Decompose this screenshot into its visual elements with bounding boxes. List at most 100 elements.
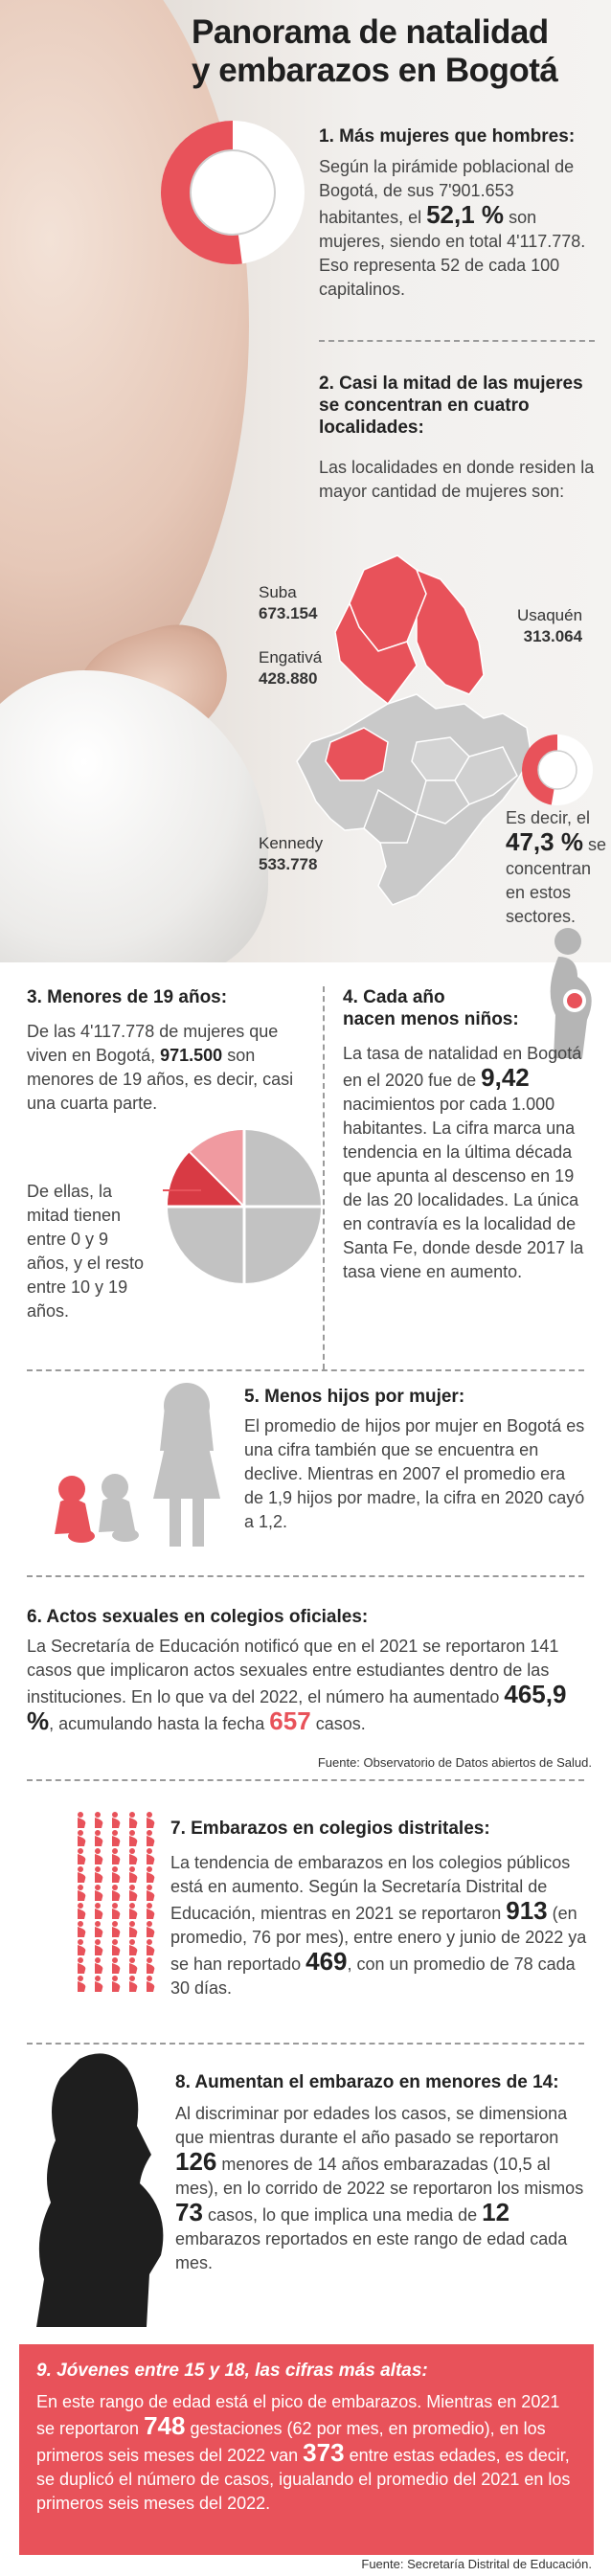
s7-title: 7. Embarazos en colegios distritales: — [170, 1819, 490, 1839]
pregnant-figure-icon — [147, 1957, 155, 1974]
pregnant-figure-icon — [147, 1848, 155, 1864]
pregnant-figure-icon — [147, 1939, 155, 1955]
pregnant-figure-icon — [78, 1976, 86, 1992]
locality-usaquen: Usaquén 313.064 — [517, 606, 583, 645]
pregnant-figure-icon — [147, 1885, 155, 1901]
s7-highlight-1: 913 — [506, 1896, 548, 1925]
pregnant-figure-icon — [112, 1812, 121, 1828]
divider — [27, 1369, 584, 1371]
s4-title: 4. Cada año nacen menos niños: — [343, 987, 519, 1029]
pregnant-figure-icon — [78, 1957, 86, 1974]
pregnant-figure-icon — [112, 1957, 121, 1974]
s2-title: 2. Casi la mitad de las mujeres se conce… — [319, 373, 583, 438]
divider — [27, 1575, 584, 1577]
pregnant-figure-icon — [95, 1848, 103, 1864]
s3-text: De las 4'117.778 de mujeres que viven en… — [27, 1022, 294, 1113]
pregnant-figure-icon — [78, 1885, 86, 1901]
pregnant-figure-icon — [95, 1921, 103, 1937]
s1-highlight: 52,1 % — [426, 200, 505, 229]
s6-source: Fuente: Observatorio de Datos abiertos d… — [317, 1755, 592, 1770]
pregnant-figure-icon — [129, 1921, 138, 1937]
pregnant-figure-icon — [78, 1812, 86, 1828]
divider — [27, 1779, 584, 1781]
s8-highlight-1: 126 — [175, 2147, 217, 2176]
s7-text: La tendencia de embarazos en los colegio… — [170, 1853, 587, 1998]
pregnant-figure-icon — [112, 1939, 121, 1955]
map-locality — [363, 788, 418, 844]
divider — [319, 340, 595, 342]
pregnant-figure-icon — [112, 1921, 121, 1937]
s8-highlight-2: 73 — [175, 2198, 203, 2226]
s4-text: La tasa de natalidad en Bogotá en el 202… — [343, 1044, 584, 1281]
pregnant-figure-icon — [95, 1885, 103, 1901]
pregnant-figure-icon — [147, 1830, 155, 1846]
women-pie-chart — [161, 121, 305, 264]
locality-suba: Suba 673.154 — [259, 583, 318, 622]
map-engativa — [334, 601, 418, 706]
s3-highlight: 971.500 — [160, 1046, 223, 1065]
s9-title: 9. Jóvenes entre 15 y 18, las cifras más… — [36, 2361, 428, 2381]
s5-title: 5. Menos hijos por mujer: — [244, 1387, 465, 1407]
pregnant-figure-icon — [112, 1976, 121, 1992]
s1-title: 1. Más mujeres que hombres: — [319, 126, 576, 147]
s2-summary: Es decir, el 47,3 % se concentran en est… — [506, 808, 606, 926]
locality-engativa: Engativá 428.880 — [259, 648, 323, 688]
divider-vertical — [323, 986, 325, 1369]
s6-highlight-1: 465,9 % — [27, 1680, 567, 1735]
s4-highlight: 9,42 — [481, 1063, 530, 1092]
pregnant-figure-icon — [78, 1903, 86, 1919]
s3-title: 3. Menores de 19 años: — [27, 987, 228, 1007]
pregnant-figure-icon — [112, 1848, 121, 1864]
pregnant-figure-icon — [129, 1957, 138, 1974]
pregnant-figure-icon — [129, 1812, 138, 1828]
pregnant-figure-icon — [129, 1848, 138, 1864]
pregnant-figures-grid-icon — [78, 1812, 155, 1992]
pregnant-figure-icon — [147, 1921, 155, 1937]
pregnant-figure-icon — [112, 1903, 121, 1919]
s8-highlight-3: 12 — [482, 2198, 510, 2226]
pregnant-figure-icon — [95, 1903, 103, 1919]
s9-highlight-1: 748 — [144, 2411, 186, 2440]
pregnant-figure-icon — [129, 1976, 138, 1992]
pregnant-woman-icon — [550, 928, 592, 1058]
pregnant-figure-icon — [95, 1976, 103, 1992]
children-icon — [55, 1383, 220, 1547]
pregnant-figure-icon — [78, 1866, 86, 1883]
pregnant-figure-icon — [147, 1976, 155, 1992]
s2-intro: Las localidades en donde residen la mayo… — [319, 458, 595, 501]
minors-quarter-chart — [163, 1130, 321, 1283]
s6-title: 6. Actos sexuales en colegios oficiales: — [27, 1607, 369, 1627]
s8-text: Al discriminar por edades los casos, se … — [175, 2104, 584, 2272]
pregnant-figure-icon — [95, 1957, 103, 1974]
map-kennedy — [325, 727, 389, 781]
s2-highlight: 47,3 % — [506, 827, 583, 856]
pregnant-figure-icon — [129, 1830, 138, 1846]
map-usaquen — [415, 568, 485, 695]
localities-pie-chart — [522, 734, 593, 805]
pregnant-figure-icon — [78, 1830, 86, 1846]
pregnant-figure-icon — [147, 1866, 155, 1883]
map-locality — [454, 746, 518, 805]
pregnant-figure-icon — [129, 1939, 138, 1955]
footer-source: Fuente: Secretaría Distrital de Educació… — [361, 2557, 592, 2571]
pregnant-figure-icon — [129, 1903, 138, 1919]
s7-highlight-2: 469 — [306, 1947, 348, 1976]
locality-kennedy: Kennedy 533.778 — [259, 834, 324, 873]
s9-text: En este rango de edad está el pico de em… — [36, 2392, 571, 2513]
pregnant-figure-icon — [78, 1939, 86, 1955]
map-other-localities — [296, 693, 532, 906]
pregnant-figure-icon — [78, 1921, 86, 1937]
pregnant-figure-icon — [95, 1830, 103, 1846]
pregnant-figure-icon — [129, 1885, 138, 1901]
shirt-image — [0, 670, 268, 962]
s6-text: La Secretaría de Educación notificó que … — [27, 1637, 567, 1735]
bogota-map — [296, 554, 532, 906]
s9-highlight-2: 373 — [303, 2438, 345, 2467]
s5-text: El promedio de hijos por mujer en Bogotá… — [244, 1416, 585, 1531]
pregnant-teen-silhouette-icon — [36, 2053, 164, 2327]
page-title: Panorama de natalidad y embarazos en Bog… — [192, 13, 558, 89]
pregnant-figure-icon — [78, 1848, 86, 1864]
pregnant-figure-icon — [147, 1903, 155, 1919]
s1-text: Según la pirámide poblacional de Bogotá,… — [319, 157, 586, 299]
pregnant-figure-icon — [95, 1812, 103, 1828]
